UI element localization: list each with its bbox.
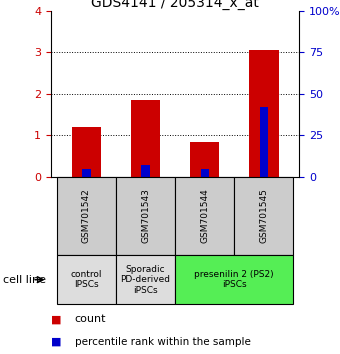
Bar [116,255,175,304]
Bar [260,107,268,177]
Bar [72,127,101,177]
Text: GSM701542: GSM701542 [82,189,91,243]
Text: count: count [75,314,106,324]
Bar [116,177,175,255]
Bar [234,177,293,255]
Text: ■: ■ [51,314,62,324]
Text: control
IPSCs: control IPSCs [71,270,102,289]
Bar [175,177,234,255]
Text: Sporadic
PD-derived
iPSCs: Sporadic PD-derived iPSCs [121,265,171,295]
Bar [131,100,160,177]
Bar [249,50,278,177]
Bar [175,255,293,304]
Bar [57,177,116,255]
Text: GSM701544: GSM701544 [200,189,209,243]
Title: GDS4141 / 205314_x_at: GDS4141 / 205314_x_at [91,0,259,10]
Bar [201,169,209,177]
Bar [57,255,116,304]
Text: cell line: cell line [3,275,46,285]
Text: presenilin 2 (PS2)
iPSCs: presenilin 2 (PS2) iPSCs [194,270,274,289]
Bar [190,142,219,177]
Bar [82,169,90,177]
Text: ■: ■ [51,337,62,347]
Text: GSM701545: GSM701545 [259,188,268,244]
Text: percentile rank within the sample: percentile rank within the sample [75,337,251,347]
Text: GSM701543: GSM701543 [141,188,150,244]
Bar [141,165,150,177]
